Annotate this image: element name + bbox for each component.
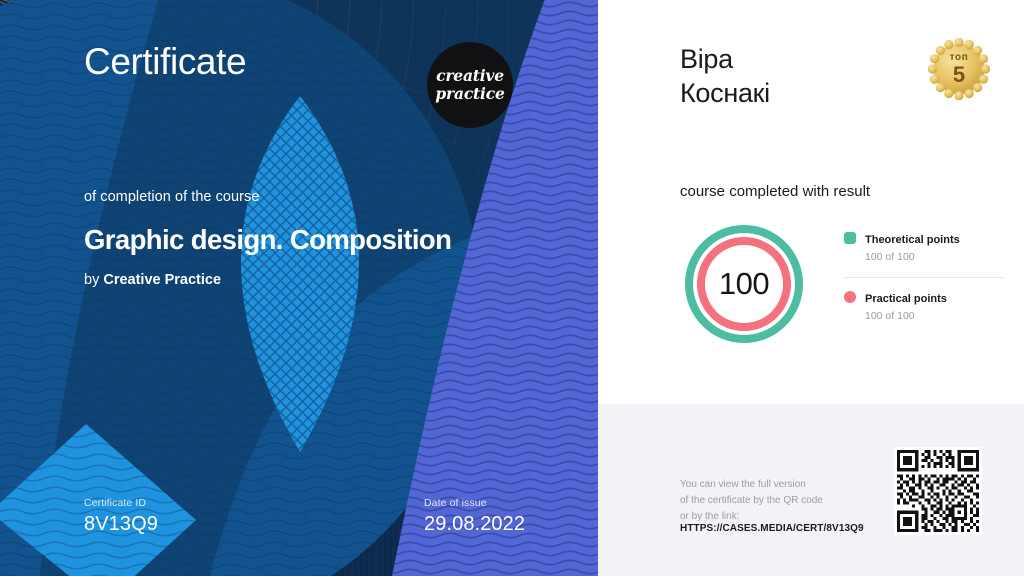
qr-note-line-3: or by the link: (680, 511, 740, 523)
certificate-id-value: 8V13Q9 (84, 513, 158, 535)
student-name-line-2: Коснакі (680, 78, 770, 109)
certificate-url[interactable]: HTTPS://CASES.MEDIA/CERT/8V13Q9 (680, 523, 864, 534)
certificate-id-label: Certificate ID (84, 497, 147, 509)
score-donut-chart: 100 (680, 222, 808, 346)
date-of-issue-value: 29.08.2022 (424, 513, 526, 535)
course-author-prefix: by (84, 272, 104, 288)
certificate-right-panel: Віра Коснакі (598, 0, 1024, 576)
badge-rosette-icon (928, 38, 990, 100)
practical-swatch-icon (844, 290, 856, 303)
creative-practice-logo: creative practice (427, 42, 513, 128)
certificate-qr-footer: You can view the full version of the cer… (598, 404, 1024, 576)
qr-instructions: You can view the full version of the cer… (680, 477, 823, 526)
legend-item-theoretical: Theoretical points 100 of 100 (844, 226, 1004, 278)
ring-theoretical (685, 225, 803, 343)
legend-practical-detail: 100 of 100 (865, 309, 915, 322)
legend-practical-name: Practical points (865, 292, 947, 305)
date-of-issue-block: Date of issue 29.08.2022 (424, 497, 525, 534)
legend-item-practical: Practical points 100 of 100 (844, 278, 1004, 334)
logo-line-2: practice (435, 84, 505, 103)
result-caption: course completed with result (680, 183, 871, 200)
student-name: Віра Коснакі (680, 42, 770, 111)
course-author: by Creative Practice (84, 272, 221, 288)
certificate-id-block: Certificate ID 8V13Q9 (84, 497, 158, 534)
legend-theoretical-name: Theoretical points (865, 234, 960, 246)
student-name-line-1: Віра (680, 44, 733, 74)
score-value: 100 (718, 266, 770, 301)
left-panel-content: Certificate creative practice of complet… (84, 41, 525, 534)
date-of-issue-label: Date of issue (424, 497, 487, 509)
qr-note-line-1: You can view the full version (680, 479, 806, 490)
qr-note-line-2: of the certificate by the QR code (680, 495, 823, 507)
logo-line-1: creative (436, 65, 504, 85)
course-title: Graphic design. Composition (84, 224, 452, 255)
ring-practical (697, 237, 791, 331)
top-rank-badge: топ 5 (928, 38, 990, 100)
certificate-left-panel: Certificate creative practice of complet… (0, 0, 598, 576)
theoretical-swatch-icon (844, 232, 856, 244)
course-prefix-label: of completion of the course (84, 189, 260, 205)
qr-code-icon[interactable] (894, 447, 982, 535)
score-legend: Theoretical points 100 of 100 Practical … (844, 226, 1004, 333)
course-author-name: Creative Practice (103, 272, 222, 288)
donut-rings (685, 225, 803, 343)
legend-theoretical-detail: 100 of 100 (865, 251, 915, 263)
page-title: Certificate (84, 41, 247, 82)
